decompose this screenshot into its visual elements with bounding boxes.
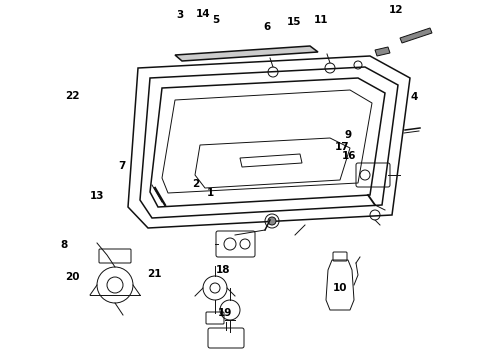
Text: 20: 20 — [65, 272, 80, 282]
Text: 2: 2 — [193, 179, 199, 189]
Text: 22: 22 — [65, 91, 80, 102]
Text: 9: 9 — [344, 130, 351, 140]
Polygon shape — [400, 28, 432, 43]
Text: 11: 11 — [314, 15, 328, 25]
Text: 1: 1 — [207, 188, 214, 198]
Text: 5: 5 — [212, 15, 219, 25]
Text: 10: 10 — [333, 283, 348, 293]
Polygon shape — [375, 47, 390, 56]
Text: 6: 6 — [264, 22, 270, 32]
Text: 19: 19 — [218, 308, 233, 318]
Text: 4: 4 — [410, 92, 418, 102]
Text: 13: 13 — [90, 191, 104, 201]
Text: 15: 15 — [287, 17, 301, 27]
Text: 12: 12 — [389, 5, 403, 15]
Text: 21: 21 — [147, 269, 162, 279]
Text: 18: 18 — [216, 265, 230, 275]
Text: 17: 17 — [335, 142, 349, 152]
Text: 8: 8 — [60, 240, 67, 250]
Text: 14: 14 — [196, 9, 211, 19]
Text: 3: 3 — [177, 10, 184, 20]
Text: 7: 7 — [118, 161, 125, 171]
Text: 16: 16 — [342, 150, 356, 161]
Polygon shape — [175, 46, 318, 61]
Circle shape — [268, 217, 276, 225]
